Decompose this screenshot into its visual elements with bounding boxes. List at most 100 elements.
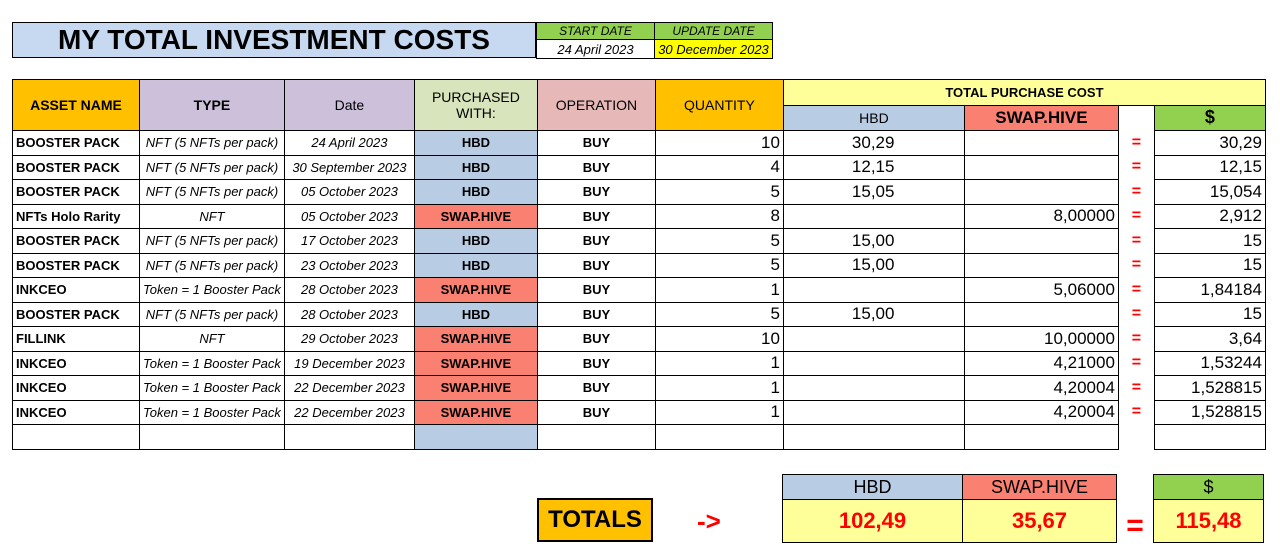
cell-quantity[interactable]: 5 [654,252,784,278]
cell-operation[interactable]: BUY [536,228,656,254]
cell-hbd[interactable] [782,277,965,303]
cell-asset-name[interactable]: INKCEO [12,375,140,401]
cell-operation[interactable]: BUY [536,154,656,180]
header-hbd[interactable]: HBD [782,104,965,131]
cell-type[interactable]: Token = 1 Booster Pack [139,375,285,401]
cell-asset-name[interactable]: INKCEO [12,350,140,376]
cell-quantity[interactable] [654,424,784,450]
cell-purchased-with[interactable]: HBD [413,154,538,180]
cell-date[interactable]: 24 April 2023 [283,130,415,156]
cell-type[interactable]: NFT (5 NFTs per pack) [139,154,285,180]
cell-date[interactable]: 05 October 2023 [283,179,415,205]
cell-type[interactable]: NFT (5 NFTs per pack) [139,252,285,278]
cell-type[interactable]: NFT (5 NFTs per pack) [139,228,285,254]
cell-asset-name[interactable]: FILLINK [12,326,140,352]
cell-asset-name[interactable] [12,424,140,450]
cell-usd[interactable]: 15,054 [1153,179,1266,205]
cell-hbd[interactable]: 15,05 [782,179,965,205]
cell-hbd[interactable] [782,326,965,352]
header-asset-name[interactable]: ASSET NAME [12,79,140,131]
cell-hbd[interactable]: 12,15 [782,154,965,180]
totals-hbd-label[interactable]: HBD [782,474,963,500]
cell-asset-name[interactable]: INKCEO [12,277,140,303]
cell-purchased-with[interactable]: HBD [413,301,538,327]
cell-purchased-with[interactable]: SWAP.HIVE [413,203,538,229]
cell-hbd[interactable]: 15,00 [782,252,965,278]
cell-quantity[interactable]: 1 [654,375,784,401]
cell-date[interactable]: 29 October 2023 [283,326,415,352]
cell-date[interactable]: 23 October 2023 [283,252,415,278]
cell-operation[interactable]: BUY [536,252,656,278]
header-operation[interactable]: OPERATION [536,79,656,131]
header-quantity[interactable]: QUANTITY [654,79,784,131]
header-swap-hive[interactable]: SWAP.HIVE [963,104,1119,131]
cell-purchased-with[interactable]: HBD [413,179,538,205]
cell-swap-hive[interactable] [963,252,1119,278]
cell-swap-hive[interactable] [963,130,1119,156]
totals-label[interactable]: TOTALS [537,498,653,542]
cell-purchased-with[interactable]: SWAP.HIVE [413,399,538,425]
cell-date[interactable]: 30 September 2023 [283,154,415,180]
cell-quantity[interactable]: 5 [654,301,784,327]
cell-date[interactable]: 22 December 2023 [283,399,415,425]
cell-quantity[interactable]: 8 [654,203,784,229]
cell-date[interactable]: 22 December 2023 [283,375,415,401]
cell-operation[interactable]: BUY [536,277,656,303]
cell-swap-hive[interactable] [963,154,1119,180]
cell-usd[interactable]: 1,528815 [1153,375,1266,401]
cell-usd[interactable]: 12,15 [1153,154,1266,180]
cell-asset-name[interactable]: BOOSTER PACK [12,154,140,180]
cell-purchased-with[interactable]: HBD [413,252,538,278]
cell-swap-hive[interactable]: 4,21000 [963,350,1119,376]
cell-hbd[interactable] [782,203,965,229]
cell-asset-name[interactable]: BOOSTER PACK [12,301,140,327]
cell-type[interactable]: Token = 1 Booster Pack [139,399,285,425]
cell-asset-name[interactable]: BOOSTER PACK [12,252,140,278]
cell-operation[interactable]: BUY [536,326,656,352]
cell-asset-name[interactable]: BOOSTER PACK [12,228,140,254]
cell-usd[interactable]: 15 [1153,228,1266,254]
cell-type[interactable]: NFT [139,326,285,352]
cell-operation[interactable]: BUY [536,130,656,156]
totals-usd-value[interactable]: 115,48 [1153,499,1264,543]
cell-date[interactable]: 19 December 2023 [283,350,415,376]
cell-asset-name[interactable]: INKCEO [12,399,140,425]
cell-purchased-with[interactable]: HBD [413,228,538,254]
cell-quantity[interactable]: 5 [654,179,784,205]
cell-swap-hive[interactable]: 4,20004 [963,375,1119,401]
cell-type[interactable]: Token = 1 Booster Pack [139,277,285,303]
cell-hbd[interactable] [782,424,965,450]
cell-swap-hive[interactable] [963,228,1119,254]
cell-quantity[interactable]: 4 [654,154,784,180]
cell-type[interactable] [139,424,285,450]
start-date-value[interactable]: 24 April 2023 [536,39,655,59]
cell-purchased-with[interactable]: SWAP.HIVE [413,350,538,376]
cell-quantity[interactable]: 1 [654,399,784,425]
header-total-purchase-cost[interactable]: TOTAL PURCHASE COST [782,79,1266,106]
cell-operation[interactable]: BUY [536,399,656,425]
cell-date[interactable] [283,424,415,450]
cell-hbd[interactable] [782,375,965,401]
update-date-label[interactable]: UPDATE DATE [654,22,773,40]
cell-hbd[interactable]: 30,29 [782,130,965,156]
cell-usd[interactable]: 2,912 [1153,203,1266,229]
cell-quantity[interactable]: 1 [654,350,784,376]
cell-hbd[interactable]: 15,00 [782,228,965,254]
cell-usd[interactable]: 15 [1153,252,1266,278]
totals-swap-value[interactable]: 35,67 [962,499,1117,543]
cell-operation[interactable]: BUY [536,301,656,327]
totals-swap-label[interactable]: SWAP.HIVE [962,474,1117,500]
cell-usd[interactable]: 1,528815 [1153,399,1266,425]
cell-quantity[interactable]: 10 [654,326,784,352]
cell-operation[interactable] [536,424,656,450]
cell-swap-hive[interactable]: 4,20004 [963,399,1119,425]
cell-asset-name[interactable]: NFTs Holo Rarity [12,203,140,229]
cell-swap-hive[interactable] [963,179,1119,205]
cell-type[interactable]: NFT (5 NFTs per pack) [139,179,285,205]
totals-usd-label[interactable]: $ [1153,474,1264,500]
cell-type[interactable]: NFT [139,203,285,229]
cell-usd[interactable]: 30,29 [1153,130,1266,156]
cell-swap-hive[interactable]: 5,06000 [963,277,1119,303]
header-purchased-with[interactable]: PURCHASED WITH: [413,79,538,131]
cell-date[interactable]: 28 October 2023 [283,277,415,303]
